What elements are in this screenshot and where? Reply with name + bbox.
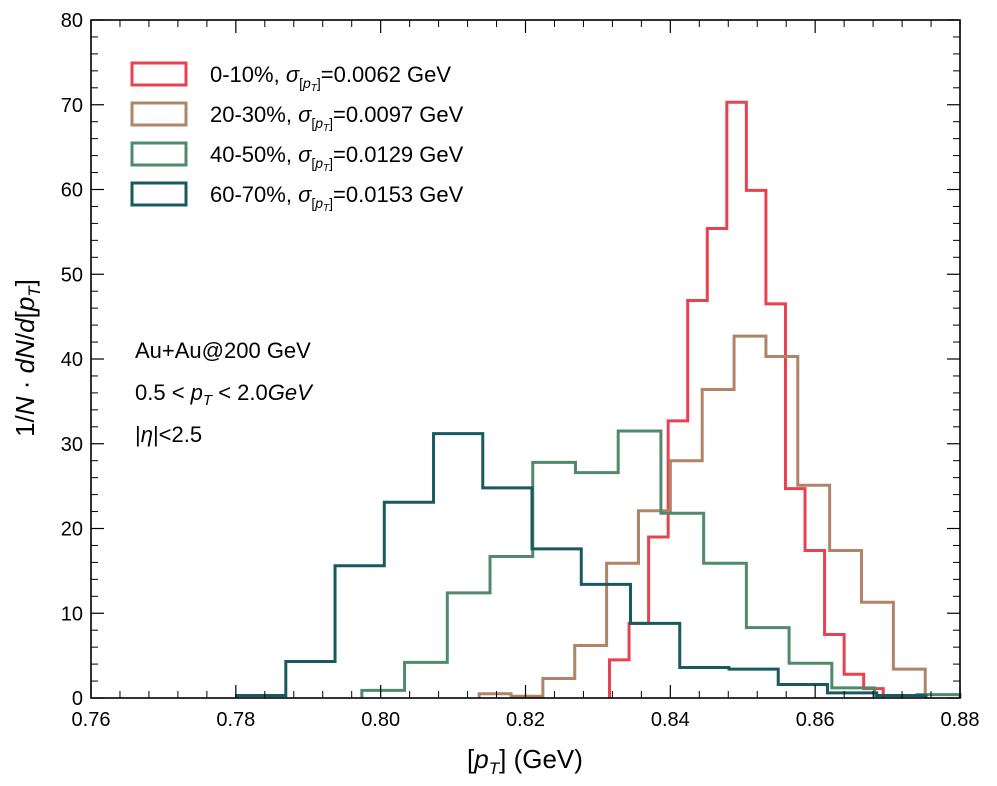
y-tick-label: 10	[61, 603, 83, 625]
series-20-30%-step-line	[477, 334, 927, 698]
legend-swatch-20-30%	[130, 101, 188, 127]
annotation-pt-range: 0.5 < pT < 2.0GeV	[135, 380, 314, 409]
annotation-pt-high: 2.0	[237, 380, 268, 405]
annotation-box: Au+Au@200 GeV 0.5 < pT < 2.0GeV |η|<2.5	[135, 338, 314, 447]
legend-entry-60-70%: 60-70%, σ[pT]=0.0153 GeV	[210, 182, 464, 214]
x-tick-label: 0.88	[941, 709, 980, 731]
y-axis-label: 1/N · dN/d[pT]	[10, 279, 44, 437]
legend: 0-10%, σ[pT]=0.0062 GeV 20-30%, σ[pT]=0.0…	[130, 61, 464, 214]
x-tick-label: 0.78	[216, 709, 255, 731]
annotation-eta-cut: |η|<2.5	[135, 422, 202, 447]
y-tick-label: 20	[61, 519, 83, 541]
y-tick-label: 80	[61, 10, 83, 32]
y-tick-label: 60	[61, 180, 83, 202]
legend-swatch-60-70%	[130, 181, 188, 207]
legend-entry-0-10%: 0-10%, σ[pT]=0.0062 GeV	[210, 62, 451, 94]
y-tick-label: 50	[61, 264, 83, 286]
ticks-layer: 0.76 0.78 0.80 0.82 0.84 0.86 0.88 0 10 20 30 40 50 6…	[61, 10, 980, 731]
x-axis-label: [pT] (GeV)	[467, 744, 583, 778]
annotation-eta-value: <2.5	[159, 422, 202, 447]
y-tick-label: 40	[61, 349, 83, 371]
legend-entry-40-50%: 40-50%, σ[pT]=0.0129 GeV	[210, 142, 464, 174]
x-tick-label: 0.86	[796, 709, 835, 731]
y-tick-label: 30	[61, 434, 83, 456]
series-40-50%-step-line	[360, 429, 962, 698]
x-tick-label: 0.82	[506, 709, 545, 731]
x-tick-label: 0.76	[72, 709, 111, 731]
series-0-10%-step-line	[608, 100, 885, 698]
x-tick-label: 0.80	[361, 709, 400, 731]
annotation-pt-low: 0.5	[135, 380, 166, 405]
x-tick-label: 0.84	[651, 709, 690, 731]
series-60-70%-step-line	[235, 432, 928, 698]
y-tick-label: 0	[72, 688, 83, 710]
y-tick-label: 70	[61, 95, 83, 117]
series-layer	[235, 100, 962, 698]
annotation-pt-unit: GeV	[268, 380, 314, 405]
annotation-system: Au+Au@200 GeV	[135, 338, 311, 363]
legend-swatch-0-10%	[130, 61, 188, 87]
legend-swatch-40-50%	[130, 141, 188, 167]
legend-entry-20-30%: 20-30%, σ[pT]=0.0097 GeV	[210, 102, 464, 134]
